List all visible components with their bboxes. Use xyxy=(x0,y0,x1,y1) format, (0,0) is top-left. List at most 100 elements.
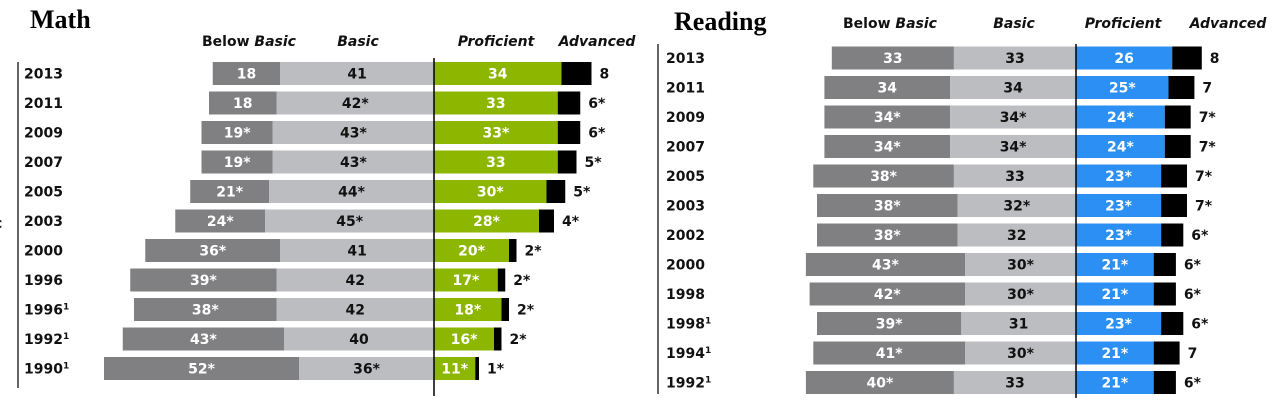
math-year-label: 19921 xyxy=(24,332,69,348)
reading-label-proficient: 23* xyxy=(1105,317,1132,333)
math-year-label: 2009 xyxy=(24,126,63,142)
reading-chart-title: Reading xyxy=(674,7,766,36)
math-row-2011: 2011 18 42* 33 6* xyxy=(24,91,606,115)
reading-bar-below-basic xyxy=(817,312,962,335)
reading-label-basic: 34* xyxy=(1000,110,1027,126)
reading-label-basic: 32 xyxy=(1007,228,1026,244)
math-bar-advanced xyxy=(546,180,566,203)
reading-label-basic: 34 xyxy=(1003,81,1023,97)
reading-year-label: 2005 xyxy=(666,169,705,185)
reading-label-proficient: 25* xyxy=(1109,81,1136,97)
math-label-advanced: 2* xyxy=(517,303,535,319)
math-legend-advanced: Advanced xyxy=(558,34,637,50)
reading-label-advanced: 7* xyxy=(1195,169,1213,185)
math-label-advanced: 2* xyxy=(510,332,528,348)
math-bar-below-basic xyxy=(212,62,281,85)
reading-label-below-basic: 40* xyxy=(866,376,893,392)
reading-legend-proficient: Proficient xyxy=(1085,16,1163,32)
math-label-advanced: 6* xyxy=(588,96,606,112)
reading-label-advanced: 6* xyxy=(1191,317,1209,333)
math-bar-proficient xyxy=(434,239,509,262)
math-row-1996: 1996 39* 42 17* 2* xyxy=(24,268,531,292)
math-legend-below-basic: Below Basic xyxy=(202,34,297,50)
math-bar-below-basic xyxy=(145,239,281,262)
math-bar-proficient xyxy=(434,357,476,380)
reading-row-1998: 19981 39* 31 23* 6* xyxy=(666,312,1209,335)
math-label-proficient: 16* xyxy=(451,332,478,348)
reading-bar-below-basic xyxy=(817,194,958,217)
math-label-advanced: 2* xyxy=(525,244,543,260)
reading-row-2011: 2011 34 34 25* 7 xyxy=(666,76,1212,99)
reading-label-proficient: 21* xyxy=(1101,346,1128,362)
reading-row-2002: 2002 38* 32 23* 6* xyxy=(666,223,1209,247)
math-bar-proficient xyxy=(434,209,539,233)
reading-chart: Below Basic Basic Proficient Advanced 2013 33… xyxy=(657,16,1268,398)
reading-label-basic: 32* xyxy=(1003,199,1030,215)
reading-label-basic: 31 xyxy=(1009,317,1028,333)
math-label-below-basic: 39* xyxy=(190,273,217,289)
reading-label-proficient: 23* xyxy=(1105,169,1132,185)
reading-bar-proficient xyxy=(1076,253,1154,276)
math-label-proficient: 11* xyxy=(441,362,468,378)
math-row-1990: 19901 52* 36* 11* 1* xyxy=(24,357,505,380)
math-label-advanced: 6* xyxy=(588,126,606,142)
math-label-advanced: 4* xyxy=(562,214,580,230)
math-row-1992: 19921 43* 40 16* 2* xyxy=(24,327,528,351)
math-bar-advanced xyxy=(501,298,509,321)
math-bar-below-basic xyxy=(175,209,266,233)
math-bar-proficient xyxy=(434,180,547,203)
reading-label-below-basic: 33 xyxy=(883,51,902,67)
math-label-basic: 41 xyxy=(347,67,366,83)
math-label-basic: 43* xyxy=(340,126,367,142)
reading-bar-below-basic xyxy=(831,46,954,70)
reading-bar-proficient xyxy=(1076,282,1154,306)
reading-year-label: 2000 xyxy=(666,258,705,274)
math-bar-proficient xyxy=(434,91,558,115)
reading-bar-advanced xyxy=(1161,223,1184,247)
reading-label-basic: 30* xyxy=(1007,346,1034,362)
math-year-label: 2011 xyxy=(24,96,63,112)
math-bar-advanced xyxy=(475,357,479,380)
reading-bar-proficient xyxy=(1076,312,1162,335)
reading-bar-below-basic xyxy=(813,341,965,365)
math-bar-below-basic xyxy=(134,298,277,321)
reading-bar-below-basic xyxy=(805,371,954,394)
reading-bar-advanced xyxy=(1161,312,1184,335)
math-year-label: 2000 xyxy=(24,244,63,260)
reading-bar-below-basic xyxy=(824,135,951,158)
math-label-basic: 44* xyxy=(338,185,365,201)
math-bar-basic xyxy=(269,180,434,203)
reading-legend-advanced: Advanced xyxy=(1189,16,1268,32)
math-legend-proficient: Proficient xyxy=(458,34,536,50)
reading-label-advanced: 7* xyxy=(1195,199,1213,215)
math-bar-below-basic xyxy=(130,268,277,292)
math-label-proficient: 28* xyxy=(473,214,500,230)
reading-bar-advanced xyxy=(1161,164,1187,188)
math-bar-advanced xyxy=(494,327,502,351)
reading-year-label: 2011 xyxy=(666,81,705,97)
math-bar-basic xyxy=(280,239,434,262)
math-year-label: 2005 xyxy=(24,185,63,201)
reading-bar-basic xyxy=(957,223,1076,247)
reading-label-below-basic: 43* xyxy=(872,258,899,274)
reading-label-below-basic: 39* xyxy=(876,317,903,333)
math-label-below-basic: 19* xyxy=(224,126,251,142)
math-legend-basic: Basic xyxy=(337,34,379,50)
math-bar-basic xyxy=(272,121,434,144)
reading-legend-basic: Basic xyxy=(993,16,1035,32)
reading-label-basic: 33 xyxy=(1005,169,1024,185)
reading-bar-below-basic xyxy=(805,253,965,276)
reading-label-proficient: 24* xyxy=(1107,140,1134,156)
math-label-advanced: 5* xyxy=(585,155,603,171)
reading-year-label: 19941 xyxy=(666,346,711,362)
reading-label-advanced: 7 xyxy=(1188,346,1198,362)
math-bar-proficient xyxy=(434,298,502,321)
math-year-label: 2013 xyxy=(24,67,63,83)
reading-label-proficient: 21* xyxy=(1101,287,1128,303)
reading-bar-proficient xyxy=(1076,46,1173,70)
reading-year-label: 1998 xyxy=(666,287,705,303)
reading-label-proficient: 23* xyxy=(1105,199,1132,215)
math-bar-below-basic xyxy=(201,150,273,174)
reading-bar-proficient xyxy=(1076,341,1154,365)
math-bar-proficient xyxy=(434,268,498,292)
